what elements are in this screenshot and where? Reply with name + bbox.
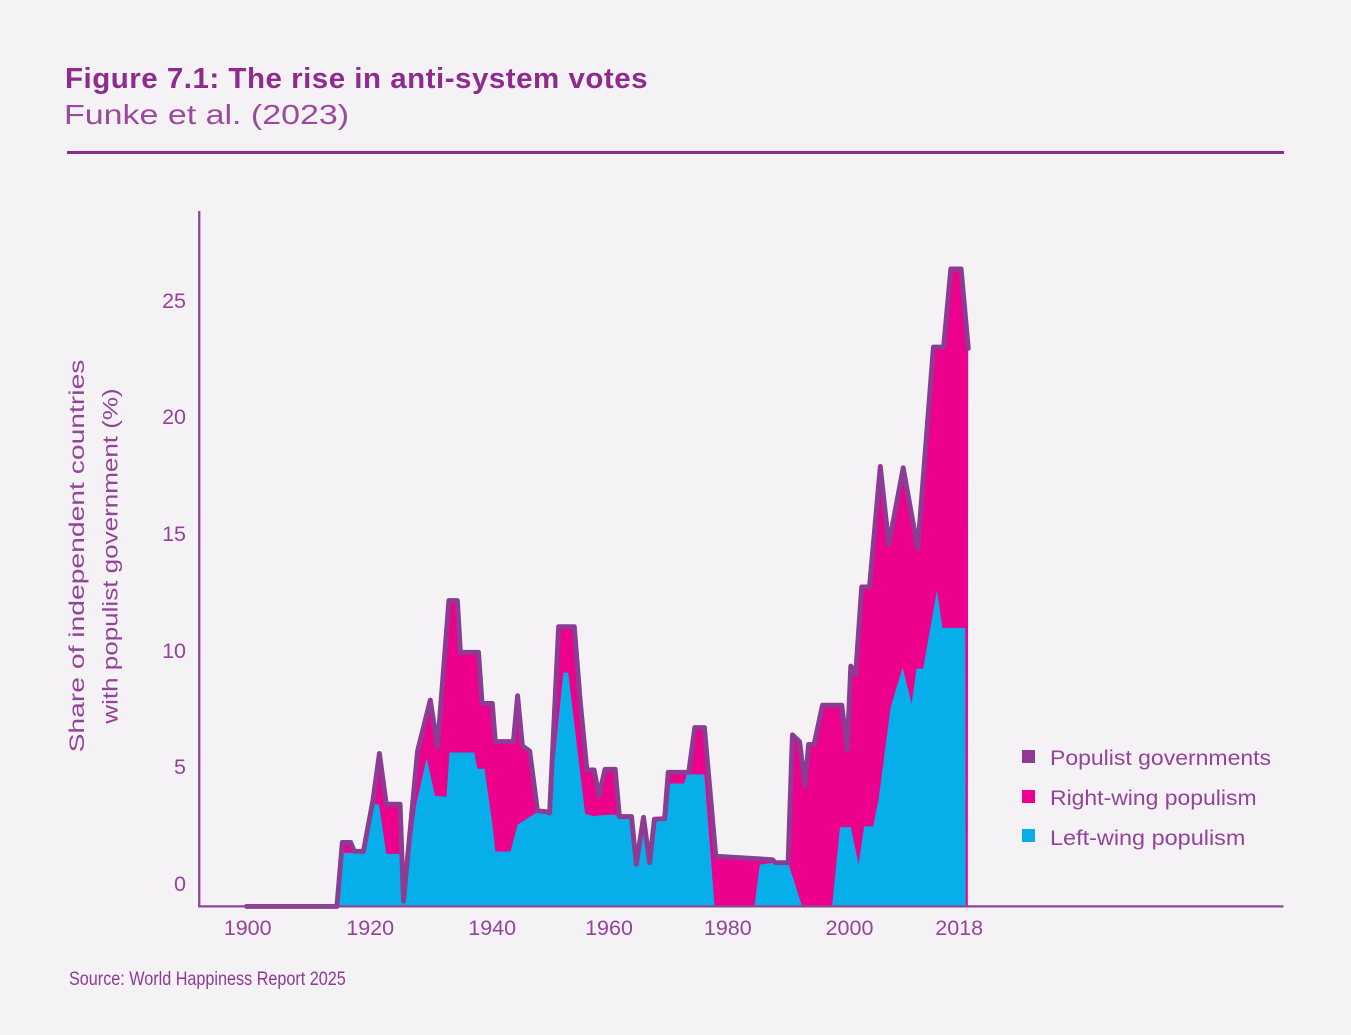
svg-text:with populist government (%): with populist government (%) bbox=[99, 388, 123, 724]
svg-text:Share of independent countries: Share of independent countries bbox=[65, 360, 89, 753]
